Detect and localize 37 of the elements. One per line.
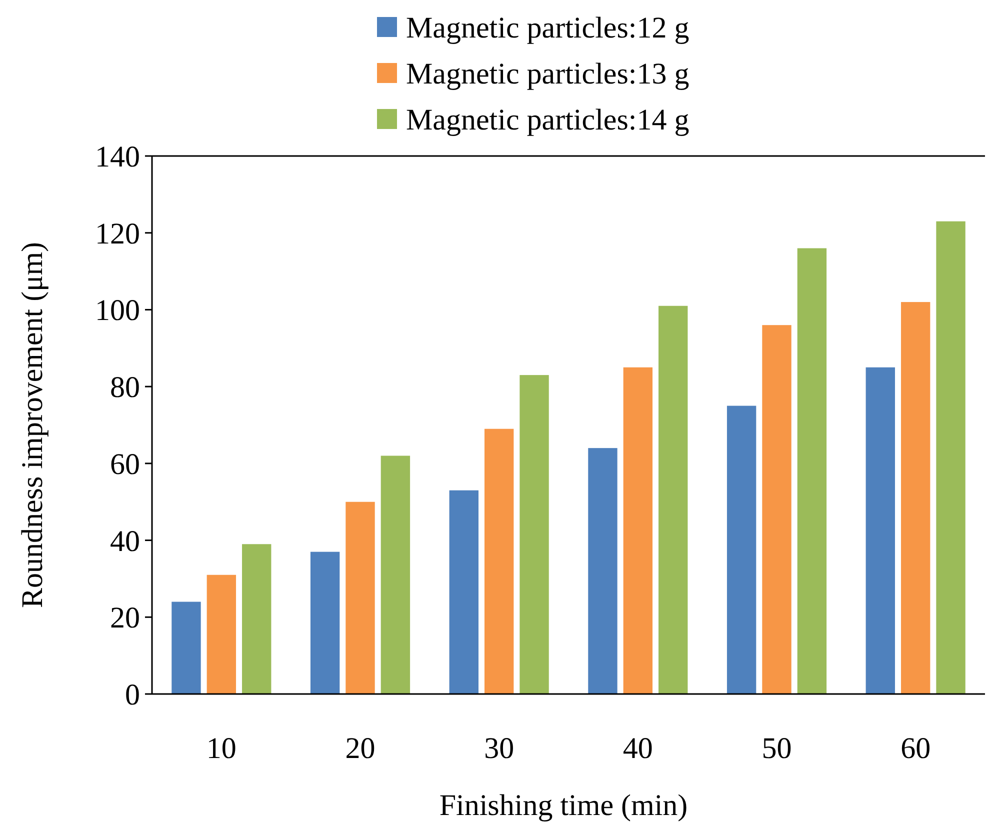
- bar: [866, 367, 895, 694]
- y-tick-label: 60: [110, 448, 140, 481]
- x-tick-label: 10: [206, 732, 236, 765]
- y-tick-label: 120: [95, 217, 140, 250]
- y-tick-label: 20: [110, 602, 140, 635]
- bar: [172, 602, 201, 694]
- y-tick-label: 140: [95, 140, 140, 174]
- bar: [242, 544, 272, 694]
- y-tick-label: 80: [110, 371, 140, 404]
- x-tick-label: 60: [900, 732, 931, 765]
- bar: [936, 221, 966, 694]
- bar: [762, 325, 792, 694]
- x-tick-label: 40: [622, 732, 653, 765]
- x-tick-label: 50: [762, 732, 792, 765]
- y-tick-label: 40: [110, 524, 140, 558]
- bar: [484, 428, 514, 694]
- bar: [206, 574, 236, 694]
- x-tick-label: 30: [484, 732, 514, 765]
- bar: [380, 456, 410, 694]
- x-tick-label: 20: [345, 732, 376, 765]
- y-axis-title: Roundness improvement (μm): [16, 242, 49, 608]
- legend-label: Magnetic particles:12 g: [406, 12, 690, 44]
- bar: [449, 490, 478, 694]
- legend-label: Magnetic particles:13 g: [406, 58, 690, 90]
- bar: [623, 367, 653, 694]
- bar: [346, 502, 375, 694]
- bar: [520, 375, 549, 694]
- y-tick-label: 100: [95, 294, 140, 328]
- bar: [797, 248, 827, 694]
- bar: [900, 302, 930, 694]
- bar: [588, 448, 618, 694]
- bar: [310, 552, 340, 694]
- bar: [658, 306, 688, 694]
- bar: [726, 406, 756, 694]
- y-tick-label: 0: [125, 678, 140, 712]
- x-axis-title: Finishing time (min): [439, 789, 688, 822]
- legend-label: Magnetic particles:14 g: [406, 104, 690, 136]
